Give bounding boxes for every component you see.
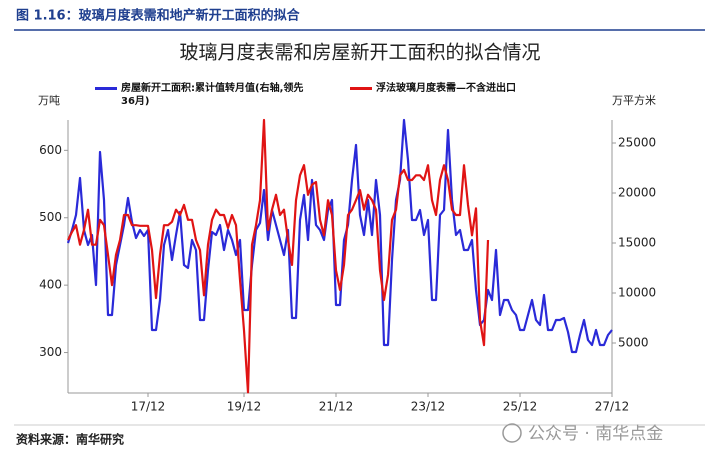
x-tick-label: 23/12: [411, 400, 446, 414]
x-tick-label: 17/12: [131, 400, 166, 414]
footer-source: 资料来源：南华研究: [16, 432, 124, 447]
watermark: 公众号 · 南华点金: [528, 424, 663, 444]
y2-tick-label: 25000: [618, 136, 656, 150]
legend-item: 房屋新开工面积:累计值转月值(右轴,领先36月): [95, 82, 310, 108]
x-tick-label: 19/12: [227, 400, 262, 414]
series-line: [67, 118, 490, 394]
x-tick-label: 21/12: [319, 400, 354, 414]
legend-swatch: [350, 87, 372, 90]
y-tick-label: 500: [39, 210, 62, 224]
y-axis-label: 万吨: [38, 94, 60, 107]
x-tick-label: 25/12: [503, 400, 538, 414]
legend-swatch: [95, 87, 117, 90]
y2-tick-label: 15000: [618, 236, 656, 250]
y2-tick-label: 5000: [618, 336, 649, 350]
chart-title: 玻璃月度表需和房屋新开工面积的拟合情况: [179, 42, 540, 64]
header-title: 图 1.16：玻璃月度表需和地产新开工面积的拟合: [16, 8, 301, 24]
y2-tick-label: 20000: [618, 186, 656, 200]
y2-tick-label: 10000: [618, 286, 656, 300]
y2-axis-label: 万平方米: [612, 93, 656, 107]
y-tick-label: 600: [39, 143, 62, 157]
y-tick-label: 400: [39, 278, 62, 292]
y-tick-label: 300: [39, 345, 62, 359]
watermark-icon: [502, 423, 522, 443]
x-tick-label: 27/12: [595, 400, 630, 414]
legend-label: 房屋新开工面积:累计值转月值(右轴,领先36月): [121, 83, 304, 107]
series-line: [66, 118, 613, 354]
legend-label: 浮法玻璃月度表需—不含进出口: [376, 83, 516, 94]
legend-item: 浮法玻璃月度表需—不含进出口: [350, 82, 580, 95]
